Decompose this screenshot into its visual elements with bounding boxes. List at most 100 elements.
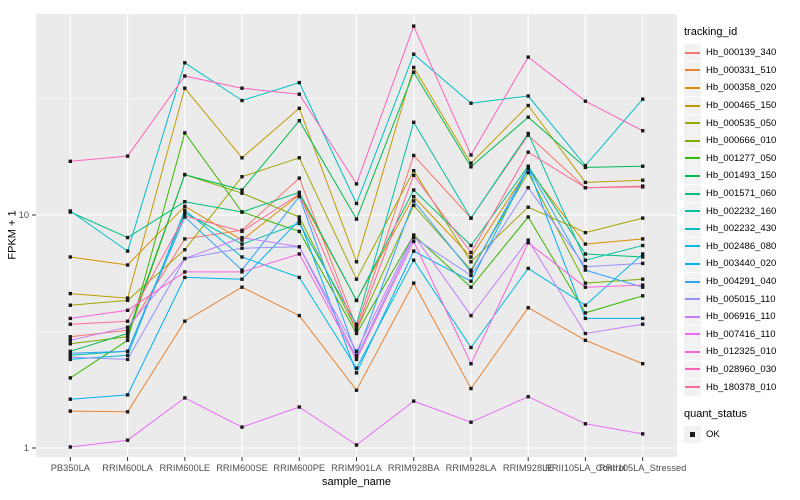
x-axis-title: sample_name <box>321 476 392 488</box>
x-tick-label: RRIM901LA <box>331 463 382 473</box>
data-point-marker <box>68 409 72 413</box>
data-point-marker <box>297 245 301 249</box>
data-point-marker <box>469 420 473 424</box>
legend-line-swatch-icon <box>685 227 700 230</box>
legend-label: Hb_000331_510 <box>706 64 777 76</box>
legend-item-Hb_180378_010: Hb_180378_010 <box>684 378 798 396</box>
data-point-marker <box>469 313 473 318</box>
data-point-marker <box>469 260 473 264</box>
data-point-marker <box>183 275 187 280</box>
legend-key <box>684 185 701 203</box>
y-tick-label: 10 <box>19 210 29 220</box>
data-point-marker <box>125 296 130 300</box>
data-point-marker <box>583 338 588 342</box>
data-point-marker <box>469 250 473 255</box>
data-point-marker <box>68 357 72 362</box>
data-point-marker <box>183 208 187 212</box>
data-point-marker <box>354 331 359 336</box>
data-point-marker <box>354 260 359 264</box>
x-tick-label: RRIM928BA <box>388 463 440 473</box>
data-point-marker <box>583 165 588 170</box>
data-point-marker <box>583 311 588 315</box>
data-point-marker <box>583 422 588 426</box>
data-point-marker <box>641 243 645 248</box>
data-point-marker <box>526 150 530 154</box>
data-point-marker <box>469 255 473 259</box>
data-point-marker <box>641 216 645 220</box>
legend-line-swatch-icon <box>685 386 700 389</box>
legend-label: Hb_001493_150 <box>706 170 777 182</box>
data-point-marker <box>68 342 72 346</box>
data-point-marker <box>125 263 130 267</box>
data-point-marker <box>240 255 244 259</box>
data-point-marker <box>240 270 244 274</box>
x-tick-label: RRIM928LE <box>503 463 554 473</box>
data-point-marker <box>354 328 359 332</box>
data-point-marker <box>641 277 645 281</box>
legend-key <box>684 255 701 273</box>
data-point-marker <box>240 188 244 192</box>
data-point-marker <box>412 173 416 177</box>
data-point-marker <box>68 353 72 357</box>
data-point-marker <box>354 201 359 206</box>
data-point-marker <box>183 61 187 65</box>
legend-label: Hb_000465_150 <box>706 100 777 112</box>
data-point-marker <box>240 268 244 272</box>
data-point-marker <box>641 255 645 259</box>
data-point-marker <box>297 106 301 110</box>
x-tick-label: RRIM600LA <box>102 463 153 473</box>
data-point-marker <box>125 357 130 362</box>
legend-label: Hb_004291_040 <box>706 276 777 288</box>
data-point-marker <box>526 170 530 175</box>
legend-item-Hb_003440_020: Hb_003440_020 <box>684 255 798 273</box>
data-point-marker <box>526 103 530 108</box>
legend-label: Hb_005015_110 <box>706 293 776 305</box>
data-point-marker <box>240 242 244 246</box>
data-point-marker <box>125 308 130 312</box>
data-point-marker <box>412 258 416 262</box>
legend-gap <box>684 396 798 408</box>
legend-line-swatch-icon <box>685 139 700 142</box>
legend-item-Hb_005015_110: Hb_005015_110 <box>684 290 798 308</box>
black-square-marker-icon <box>690 432 695 438</box>
legend-label: Hb_002232_160 <box>706 205 777 217</box>
legend-key <box>684 61 701 79</box>
data-point-marker <box>68 303 72 307</box>
data-point-marker <box>412 281 416 285</box>
data-point-marker <box>125 235 130 240</box>
legend-line-swatch-icon <box>685 192 700 195</box>
x-tick-label: RRII105LA_Stressed <box>599 463 686 473</box>
data-point-marker <box>240 210 244 214</box>
data-point-marker <box>469 270 473 274</box>
data-point-marker <box>641 129 645 133</box>
data-point-marker <box>354 182 359 186</box>
data-point-marker <box>641 252 645 256</box>
legend-line-swatch-icon <box>685 368 700 371</box>
data-point-marker <box>354 388 359 392</box>
legend-line-swatch-icon <box>685 262 700 265</box>
legend-key <box>684 290 701 308</box>
legend-key <box>684 273 701 291</box>
data-point-marker <box>412 203 416 208</box>
data-point-marker <box>68 255 72 259</box>
data-point-marker <box>297 215 301 219</box>
data-point-marker <box>68 209 72 213</box>
data-point-marker <box>125 298 130 303</box>
legend-key <box>684 202 701 220</box>
data-point-marker <box>297 156 301 160</box>
data-point-marker <box>183 204 187 208</box>
legend-line-swatch-icon <box>685 122 700 125</box>
legend-item-Hb_002232_430: Hb_002232_430 <box>684 220 798 238</box>
data-point-marker <box>583 242 588 246</box>
data-point-marker <box>469 153 473 157</box>
legend-line-swatch-icon <box>685 157 700 160</box>
data-point-marker <box>526 266 530 271</box>
data-point-marker <box>412 24 416 28</box>
data-point-marker <box>583 285 588 289</box>
legend-key <box>684 149 701 167</box>
data-point-marker <box>469 285 473 289</box>
data-point-marker <box>641 285 645 289</box>
data-point-marker <box>125 325 130 329</box>
